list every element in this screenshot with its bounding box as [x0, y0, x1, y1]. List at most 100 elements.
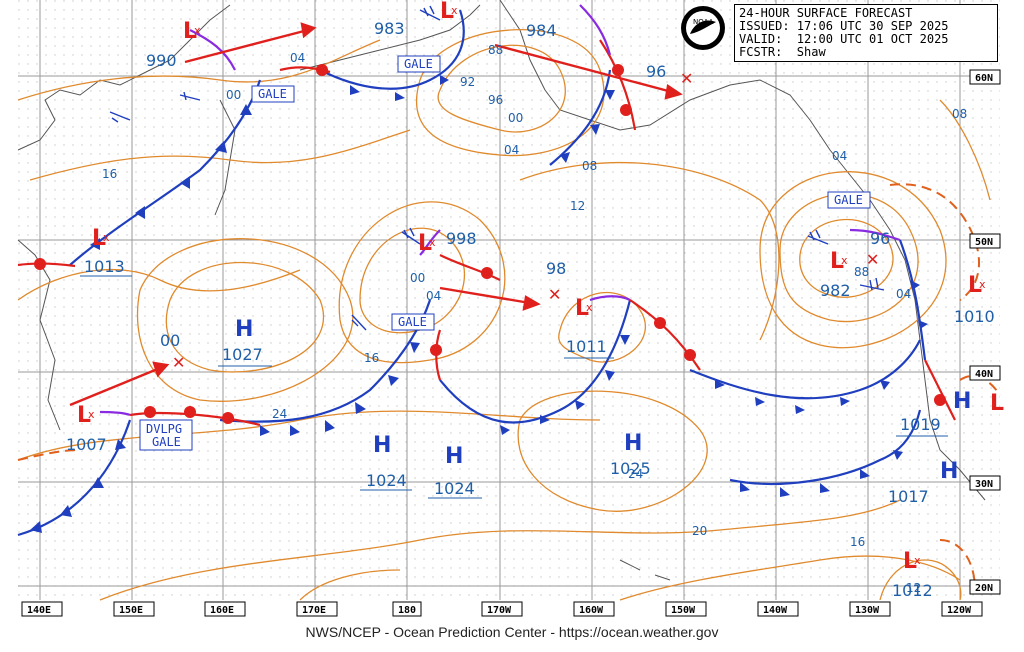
lat-label: 30N — [975, 479, 993, 490]
svg-text:H: H — [940, 459, 958, 484]
svg-text:H: H — [235, 317, 253, 342]
isobar-label: 00 — [226, 88, 241, 102]
pressure-label: 990 — [146, 51, 177, 70]
isobar-label: 16 — [850, 535, 865, 549]
lat-label: 50N — [975, 237, 993, 248]
lon-label: 140E — [27, 605, 51, 616]
isobar-label: 16 — [364, 351, 379, 365]
lon-label: 160W — [579, 605, 604, 616]
pressure-label: 00 — [160, 331, 180, 350]
pressure-label: 1024 — [434, 479, 475, 498]
svg-text:L: L — [968, 273, 982, 298]
isobar-label: 88 — [488, 43, 503, 57]
pressure-label: 96 — [646, 62, 666, 81]
isobar-label: 96 — [488, 93, 503, 107]
svg-text:L: L — [990, 391, 1004, 416]
pressure-label: 983 — [374, 19, 405, 38]
pressure-label: 1017 — [888, 487, 929, 506]
x-marker: ✕ — [172, 353, 185, 372]
lon-label: 130W — [855, 605, 880, 616]
svg-text:L: L — [418, 231, 432, 256]
latitude-axis: 60N 50N 40N 30N 20N — [969, 69, 1001, 595]
issued-time: ISSUED: 17:06 UTC 30 SEP 2025 — [739, 19, 949, 33]
lon-label: 140W — [763, 605, 788, 616]
wind-barbs — [109, 5, 885, 331]
svg-text:x: x — [88, 408, 95, 421]
low-symbol: Lx — [830, 249, 848, 274]
pressure-label: 1011 — [566, 337, 607, 356]
isobar-label: 04 — [504, 143, 519, 157]
isobar-label: 04 — [290, 51, 305, 65]
svg-text:H: H — [373, 433, 391, 458]
lon-label: 150E — [119, 605, 143, 616]
isobar-label: 24 — [272, 407, 287, 421]
low-symbol: Lx — [575, 296, 593, 321]
isobar-label: 08 — [582, 159, 597, 173]
noaa-logo: NOAA — [681, 6, 725, 50]
pressure-label: 998 — [446, 229, 477, 248]
isobar-label: 00 — [410, 271, 425, 285]
forecast-header: 24-HOUR SURFACE FORECAST ISSUED: 17:06 UT… — [734, 4, 998, 62]
low-symbol: Lx — [77, 403, 95, 428]
low-symbol: Lx — [903, 549, 921, 574]
svg-text:H: H — [624, 431, 642, 456]
low-symbol: Lx — [183, 19, 201, 44]
lon-label: 170W — [487, 605, 512, 616]
pressure-label: 96 — [870, 229, 890, 248]
svg-text:L: L — [77, 403, 91, 428]
low-symbol: Lx — [92, 226, 110, 251]
isobar-label: 04 — [896, 287, 911, 301]
pressure-label: 1007 — [66, 435, 107, 454]
isobar-label: 12 — [906, 581, 921, 595]
longitude-axis: 140E 150E 160E 170E 180 170W 160W 150W 1… — [21, 601, 983, 617]
x-marker: ✕ — [680, 69, 693, 88]
gale-warning: GALE — [398, 315, 427, 329]
footer-credit: NWS/NCEP - Ocean Prediction Center - htt… — [305, 624, 719, 640]
pressure-label: 1012 — [892, 581, 933, 600]
pressure-label: 1025 — [610, 459, 651, 478]
svg-text:x: x — [914, 554, 921, 567]
isobars — [17, 29, 991, 601]
lon-label: 120W — [947, 605, 972, 616]
lon-label: 150W — [671, 605, 696, 616]
pressure-label: 982 — [820, 281, 851, 300]
lat-label: 60N — [975, 73, 993, 84]
svg-text:L: L — [92, 226, 106, 251]
isobar-label: 04 — [426, 289, 441, 303]
svg-text:L: L — [903, 549, 917, 574]
movement-arrows — [69, 22, 683, 407]
cold-fronts — [17, 9, 927, 537]
pressure-label: 984 — [526, 21, 557, 40]
x-marker: ✕ — [548, 285, 561, 304]
developing-label: DVLPG — [146, 422, 182, 436]
svg-text:L: L — [183, 19, 197, 44]
pressure-label: 1027 — [222, 345, 263, 364]
x-marker: ✕ — [866, 250, 879, 269]
svg-text:x: x — [979, 278, 986, 291]
svg-text:x: x — [841, 254, 848, 267]
svg-text:L: L — [830, 249, 844, 274]
isobar-label: 92 — [460, 75, 475, 89]
low-symbol: Lx — [418, 231, 436, 256]
isobar-label: 24 — [628, 467, 643, 481]
low-symbol: Lx — [440, 0, 458, 24]
svg-text:H: H — [953, 389, 971, 414]
gale-warning: GALE — [152, 435, 181, 449]
lon-label: 160E — [210, 605, 234, 616]
pressure-label: 1019 — [900, 415, 941, 434]
pressure-label: 88 — [854, 265, 869, 279]
isobar-labels: 04 00 92 88 96 00 04 08 12 16 16 00 04 2… — [102, 43, 967, 595]
svg-text:x: x — [194, 24, 201, 37]
low-symbol: Lx — [968, 273, 986, 298]
pressure-label: 1024 — [366, 471, 407, 490]
warning-boxes: GALE GALE GALE GALE DVLPG GALE — [139, 55, 871, 451]
svg-text:x: x — [451, 4, 458, 17]
occluded-fronts — [99, 4, 901, 417]
pressure-symbols: Lx Lx Lx Lx Lx Lx Lx Lx L Lx ✕ ✕ ✕ ✕ H H… — [77, 0, 1004, 574]
gale-warning: GALE — [258, 87, 287, 101]
lat-label: 20N — [975, 583, 993, 594]
svg-text:x: x — [429, 236, 436, 249]
forecaster: FCSTR: Shaw — [739, 45, 826, 59]
svg-text:H: H — [445, 444, 463, 469]
